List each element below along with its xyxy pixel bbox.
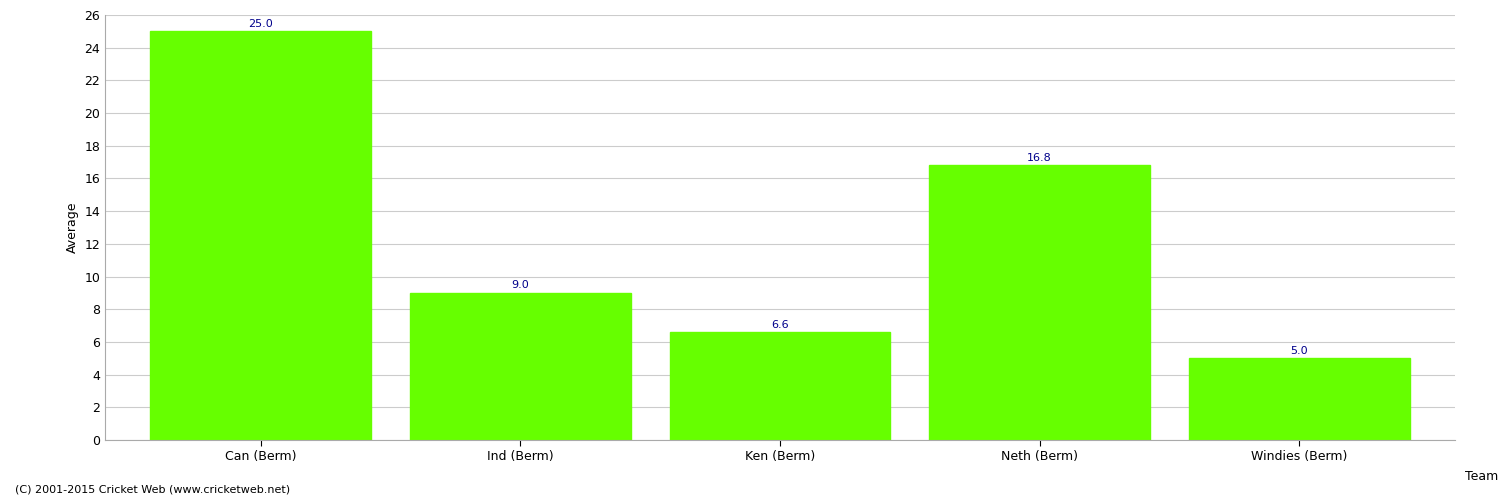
Text: 6.6: 6.6 [771, 320, 789, 330]
Bar [1190, 358, 1410, 440]
Text: 9.0: 9.0 [512, 280, 530, 290]
Text: 25.0: 25.0 [249, 19, 273, 29]
Bar [930, 166, 1150, 440]
Bar [669, 332, 891, 440]
Y-axis label: Average: Average [66, 202, 78, 253]
Text: (C) 2001-2015 Cricket Web (www.cricketweb.net): (C) 2001-2015 Cricket Web (www.cricketwe… [15, 485, 290, 495]
Bar [150, 32, 370, 440]
Text: 16.8: 16.8 [1028, 153, 1051, 163]
Text: 5.0: 5.0 [1290, 346, 1308, 356]
X-axis label: Team: Team [1466, 470, 1498, 483]
Bar [410, 293, 630, 440]
